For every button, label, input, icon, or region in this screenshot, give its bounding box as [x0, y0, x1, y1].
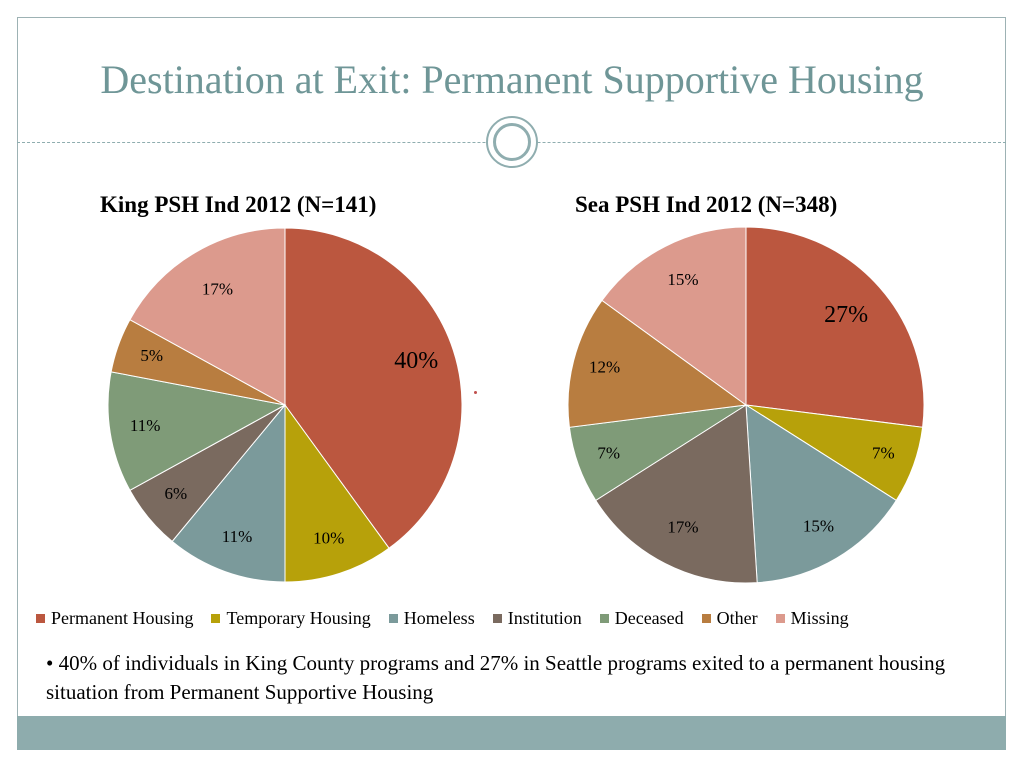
legend-swatch: [388, 613, 398, 623]
legend-label: Missing: [790, 607, 849, 628]
stray-dot: [474, 391, 477, 394]
data-label-other: 5%: [140, 346, 163, 365]
pie-slice-temporary-housing: [284, 403, 390, 583]
chart-legend: Permanent Housing Temporary Housing Home…: [36, 606, 996, 630]
data-label-other: 12%: [589, 358, 620, 377]
chart-title-seattle: Sea PSH Ind 2012 (N=348): [575, 192, 838, 217]
legend-swatch: [775, 613, 785, 623]
pie-slice-permanent-housing: [284, 227, 463, 549]
pie-slice-missing: [129, 227, 286, 406]
legend-label: Permanent Housing: [51, 607, 194, 628]
legend-item-temporary-housing: Temporary Housing: [211, 607, 371, 629]
data-label-homeless: 11%: [222, 527, 253, 546]
data-label-institution: 6%: [165, 484, 188, 503]
legend-swatch: [701, 613, 711, 623]
data-label-homeless: 15%: [803, 516, 834, 535]
footer-bar: [17, 716, 1006, 750]
legend-swatch: [599, 613, 609, 623]
legend-item-missing: Missing: [775, 607, 849, 629]
pie-slice-institution: [595, 404, 758, 584]
pie-slice-other: [567, 299, 748, 428]
legend-item-institution: Institution: [492, 607, 582, 629]
data-label-missing: 15%: [667, 270, 698, 289]
chart-title-king: King PSH Ind 2012 (N=141): [100, 192, 377, 217]
data-label-temporary-housing: 10%: [313, 529, 344, 548]
pie-slice-permanent-housing: [745, 226, 925, 428]
data-label-deceased: 7%: [597, 443, 620, 462]
summary-bullet: • 40% of individuals in King County prog…: [46, 651, 946, 704]
legend-swatch: [36, 613, 45, 623]
legend-swatch: [211, 613, 221, 623]
legend-label: Homeless: [403, 607, 475, 628]
pie-slice-deceased: [107, 371, 287, 491]
pie-chart-king: 40% 10% 11% 6% 11% 5% 17%: [107, 227, 463, 583]
data-label-temporary-housing: 7%: [872, 443, 895, 462]
legend-item-deceased: Deceased: [599, 607, 684, 629]
legend-label: Temporary Housing: [226, 607, 371, 628]
legend-item-homeless: Homeless: [388, 607, 475, 629]
data-label-institution: 17%: [667, 518, 698, 537]
title-ornament-icon: [486, 116, 538, 168]
data-label-permanent-housing: 40%: [394, 348, 438, 374]
legend-item-other: Other: [701, 607, 758, 629]
legend-item-permanent-housing: Permanent Housing: [36, 608, 193, 629]
legend-swatch: [492, 613, 502, 623]
pie-slice-missing: [601, 226, 747, 406]
pie-chart-seattle: 27% 7% 15% 17% 7% 12% 15%: [567, 226, 925, 584]
slide-title: Destination at Exit: Permanent Supportiv…: [100, 57, 924, 102]
pie-slice-homeless: [745, 404, 897, 584]
legend-label: Deceased: [614, 607, 684, 628]
pie-slice-homeless: [171, 403, 286, 583]
data-label-missing: 17%: [202, 280, 233, 299]
legend-label: Other: [716, 607, 758, 628]
legend-label: Institution: [507, 607, 582, 628]
data-label-deceased: 11%: [130, 416, 161, 435]
data-label-permanent-housing: 27%: [824, 302, 868, 328]
